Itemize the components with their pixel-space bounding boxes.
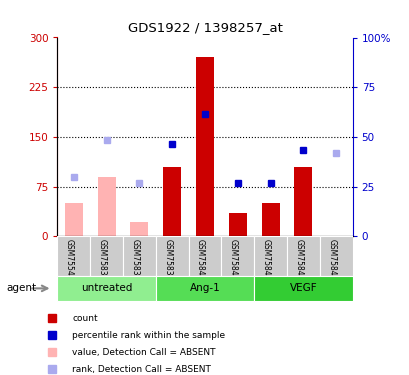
Bar — [188, 236, 221, 276]
Bar — [123, 236, 155, 276]
Bar — [57, 236, 90, 276]
Text: GDS1922 / 1398257_at: GDS1922 / 1398257_at — [127, 21, 282, 34]
Bar — [155, 276, 254, 301]
Text: GSM75838: GSM75838 — [163, 239, 172, 281]
Text: untreated: untreated — [81, 284, 132, 293]
Text: GSM75844: GSM75844 — [261, 239, 270, 281]
Bar — [155, 236, 188, 276]
Text: GSM75548: GSM75548 — [65, 239, 74, 281]
Text: Ang-1: Ang-1 — [189, 284, 220, 293]
Text: GSM75846: GSM75846 — [294, 239, 303, 281]
Text: value, Detection Call = ABSENT: value, Detection Call = ABSENT — [72, 348, 216, 357]
Bar — [254, 276, 352, 301]
Text: GSM75840: GSM75840 — [196, 239, 204, 281]
Bar — [228, 213, 246, 236]
Bar — [65, 203, 83, 236]
Text: percentile rank within the sample: percentile rank within the sample — [72, 331, 225, 340]
Text: GSM75836: GSM75836 — [130, 239, 139, 281]
Bar — [196, 57, 213, 236]
Bar — [221, 236, 254, 276]
Bar — [163, 166, 181, 236]
Bar — [261, 203, 279, 236]
Bar — [294, 166, 312, 236]
Text: GSM75834: GSM75834 — [97, 239, 106, 281]
Text: agent: agent — [6, 283, 36, 293]
Bar — [319, 236, 352, 276]
Bar — [97, 177, 115, 236]
Text: GSM75842: GSM75842 — [228, 239, 237, 281]
Bar — [286, 236, 319, 276]
Text: VEGF: VEGF — [289, 284, 317, 293]
Text: count: count — [72, 314, 98, 322]
Bar — [130, 222, 148, 236]
Bar — [254, 236, 286, 276]
Text: rank, Detection Call = ABSENT: rank, Detection Call = ABSENT — [72, 365, 211, 374]
Bar — [57, 276, 155, 301]
Bar — [90, 236, 123, 276]
Text: GSM75848: GSM75848 — [326, 239, 335, 281]
